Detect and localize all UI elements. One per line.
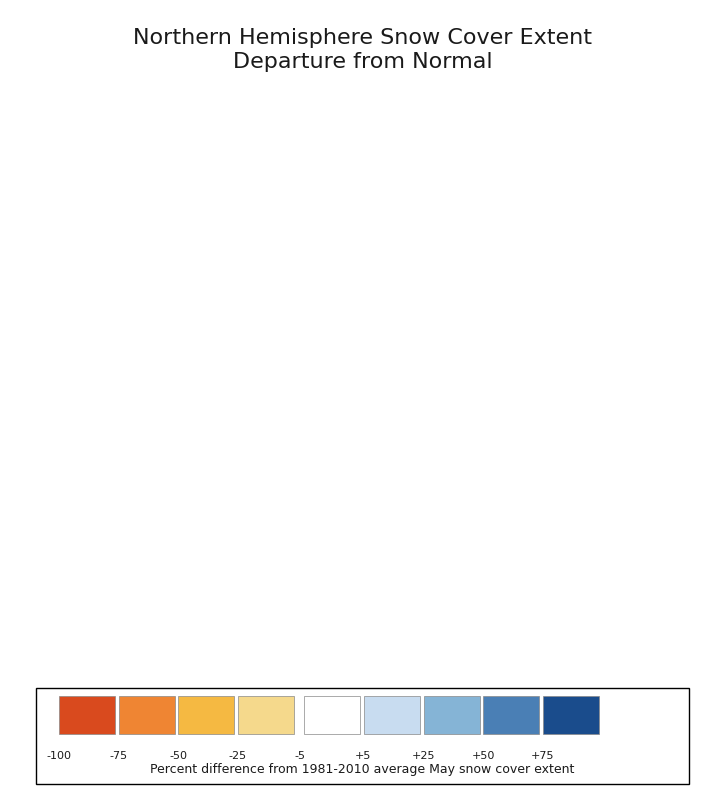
Text: -5: -5 (295, 751, 306, 762)
Text: Departure from Normal: Departure from Normal (233, 52, 492, 72)
FancyBboxPatch shape (119, 696, 175, 734)
FancyBboxPatch shape (59, 696, 115, 734)
Text: +25: +25 (412, 751, 436, 762)
Text: +5: +5 (355, 751, 371, 762)
Text: Percent difference from 1981-2010 average May snow cover extent: Percent difference from 1981-2010 averag… (150, 763, 575, 776)
Text: -75: -75 (109, 751, 128, 762)
Text: -50: -50 (169, 751, 187, 762)
Text: +50: +50 (471, 751, 495, 762)
FancyBboxPatch shape (238, 696, 294, 734)
Text: -25: -25 (228, 751, 247, 762)
Text: Northern Hemisphere Snow Cover Extent: Northern Hemisphere Snow Cover Extent (133, 28, 592, 48)
FancyBboxPatch shape (364, 696, 420, 734)
FancyBboxPatch shape (423, 696, 480, 734)
FancyBboxPatch shape (36, 688, 689, 784)
Text: -100: -100 (46, 751, 72, 762)
FancyBboxPatch shape (543, 696, 599, 734)
Text: +75: +75 (531, 751, 555, 762)
FancyBboxPatch shape (484, 696, 539, 734)
FancyBboxPatch shape (304, 696, 360, 734)
FancyBboxPatch shape (178, 696, 234, 734)
